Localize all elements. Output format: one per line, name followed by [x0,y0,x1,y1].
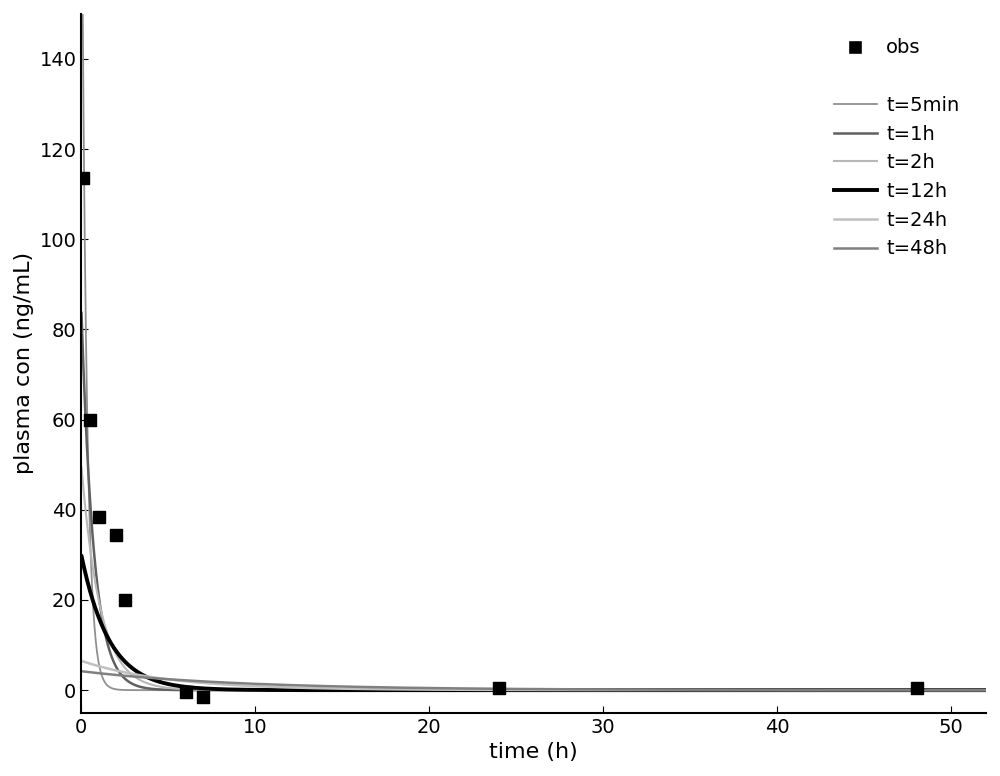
t=2h [232,685,244,695]
t=5min [980,685,992,695]
t=12h [865,685,877,695]
t=24h [865,685,877,695]
Line: t=5min: t=5min [81,0,986,690]
obs [117,594,133,606]
t=24h [75,656,87,666]
t=5min [865,685,877,695]
t=48h [865,685,877,695]
obs [178,686,194,698]
t=12h [962,685,974,695]
Line: t=2h: t=2h [81,467,986,690]
t=2h [422,685,434,695]
obs [91,511,107,523]
t=1h [980,685,992,695]
t=2h [865,685,877,695]
t=1h [75,307,87,317]
t=2h [75,462,87,472]
t=1h [865,685,877,695]
t=1h [462,685,474,695]
t=24h [962,685,974,695]
t=5min [179,685,191,695]
Line: t=1h: t=1h [81,312,986,690]
t=48h [462,684,474,693]
t=12h [462,685,474,695]
t=48h [962,685,974,695]
Line: t=48h: t=48h [81,671,986,690]
X-axis label: time (h): time (h) [489,742,578,762]
t=24h [232,681,244,690]
t=48h [980,685,992,695]
obs [82,414,98,426]
t=12h [422,685,434,695]
t=48h [75,667,87,676]
obs [909,681,925,694]
t=1h [422,685,434,695]
obs [108,528,124,541]
t=48h [232,678,244,688]
t=24h [422,685,434,695]
obs [195,691,211,703]
t=5min [462,685,474,695]
t=5min [232,685,244,695]
t=5min [422,685,434,695]
Y-axis label: plasma con (ng/mL): plasma con (ng/mL) [14,252,34,474]
t=48h [179,676,191,685]
Line: t=12h: t=12h [81,556,986,690]
t=2h [462,685,474,695]
t=12h [980,685,992,695]
t=12h [232,685,244,695]
obs [491,681,507,694]
t=2h [980,685,992,695]
t=2h [179,684,191,694]
t=12h [75,551,87,560]
obs [75,172,91,185]
t=5min [962,685,974,695]
t=1h [232,685,244,695]
t=1h [962,685,974,695]
t=24h [980,685,992,695]
t=24h [179,677,191,686]
Line: t=24h: t=24h [81,661,986,690]
t=24h [462,685,474,695]
t=2h [962,685,974,695]
t=12h [179,682,191,691]
t=48h [422,684,434,693]
Legend: obs, , t=5min, t=1h, t=2h, t=12h, t=24h, t=48h: obs, , t=5min, t=1h, t=2h, t=12h, t=24h,… [826,30,967,266]
t=1h [179,685,191,695]
